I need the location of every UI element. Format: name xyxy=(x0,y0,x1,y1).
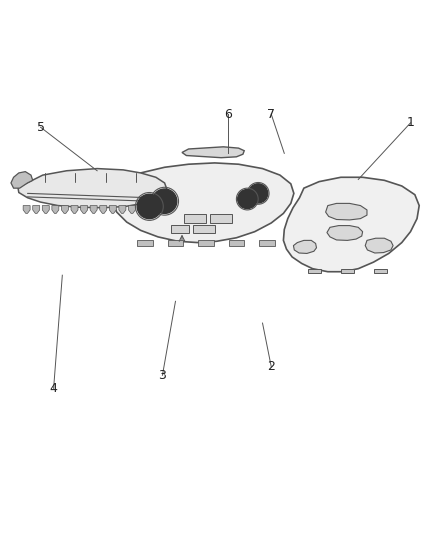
Polygon shape xyxy=(293,240,317,254)
Polygon shape xyxy=(81,206,88,213)
Polygon shape xyxy=(182,147,244,158)
Circle shape xyxy=(249,184,268,203)
Circle shape xyxy=(137,194,162,219)
Polygon shape xyxy=(18,168,167,208)
Polygon shape xyxy=(11,172,33,188)
Polygon shape xyxy=(71,206,78,213)
Polygon shape xyxy=(198,240,214,246)
Polygon shape xyxy=(168,240,184,246)
Circle shape xyxy=(238,189,257,208)
Polygon shape xyxy=(61,206,68,213)
Text: 2: 2 xyxy=(267,360,275,373)
Polygon shape xyxy=(184,214,206,223)
Text: 4: 4 xyxy=(49,382,57,395)
Polygon shape xyxy=(365,238,393,253)
Text: 1: 1 xyxy=(406,116,414,130)
Polygon shape xyxy=(210,214,232,223)
Polygon shape xyxy=(52,206,59,213)
Polygon shape xyxy=(110,206,116,213)
Polygon shape xyxy=(128,206,135,213)
Polygon shape xyxy=(374,269,387,273)
Polygon shape xyxy=(341,269,354,273)
Polygon shape xyxy=(308,269,321,273)
Polygon shape xyxy=(42,206,49,213)
Polygon shape xyxy=(90,206,97,213)
Polygon shape xyxy=(193,225,215,232)
Polygon shape xyxy=(283,177,419,272)
Polygon shape xyxy=(33,206,40,213)
Text: 3: 3 xyxy=(159,369,166,382)
Polygon shape xyxy=(229,240,244,246)
Polygon shape xyxy=(171,225,188,232)
Polygon shape xyxy=(327,225,363,240)
Text: 5: 5 xyxy=(36,121,45,134)
Polygon shape xyxy=(119,206,126,213)
Polygon shape xyxy=(259,240,275,246)
Polygon shape xyxy=(100,206,107,213)
Polygon shape xyxy=(113,163,294,243)
Text: 6: 6 xyxy=(224,108,232,120)
Polygon shape xyxy=(137,240,153,246)
Text: 7: 7 xyxy=(267,108,275,120)
Polygon shape xyxy=(325,204,367,220)
Circle shape xyxy=(152,189,177,213)
Polygon shape xyxy=(23,206,30,213)
